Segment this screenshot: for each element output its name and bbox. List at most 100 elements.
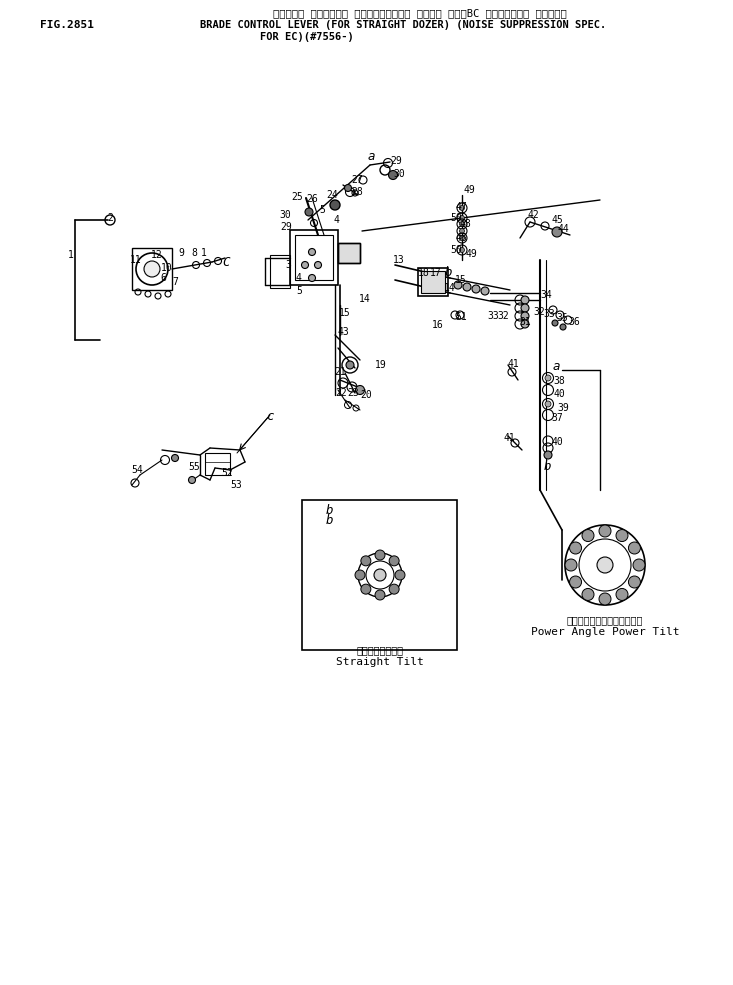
Text: 24: 24 [326, 190, 338, 200]
Bar [418, 268, 448, 296]
Text: パワーアングルパワーチルト: パワーアングルパワーチルト [567, 615, 643, 625]
Circle shape [628, 576, 641, 588]
Text: 50: 50 [450, 213, 462, 223]
Text: ブレード・ コントロール レバー（ストレート ドーザー 用）（BC のティングオン ショップ）: ブレード・ コントロール レバー（ストレート ドーザー 用）（BC のティングオ… [273, 8, 567, 18]
Text: 7: 7 [172, 277, 178, 287]
Text: 30: 30 [393, 169, 405, 179]
Text: 33: 33 [543, 309, 555, 319]
Text: 42: 42 [527, 210, 539, 220]
Circle shape [301, 261, 309, 269]
Circle shape [599, 593, 611, 605]
Bar [338, 243, 360, 263]
Text: 31: 31 [519, 317, 531, 327]
Text: 38: 38 [553, 376, 564, 386]
Text: 5: 5 [319, 205, 325, 215]
Text: 29: 29 [390, 156, 402, 166]
Circle shape [582, 530, 594, 542]
Circle shape [545, 375, 551, 381]
Circle shape [460, 206, 465, 211]
Text: 44: 44 [558, 224, 570, 234]
Circle shape [570, 542, 581, 554]
Circle shape [389, 556, 399, 565]
Text: 53: 53 [230, 480, 242, 490]
Text: Straight Tilt: Straight Tilt [336, 657, 424, 667]
Text: 12: 12 [151, 250, 163, 260]
Text: 19: 19 [375, 360, 387, 370]
Circle shape [309, 275, 315, 282]
Text: 40: 40 [554, 389, 566, 399]
Circle shape [374, 569, 386, 581]
Text: 46: 46 [455, 233, 467, 243]
Text: 34: 34 [540, 290, 552, 300]
Circle shape [521, 304, 529, 312]
Circle shape [582, 588, 594, 601]
Text: 41: 41 [508, 359, 520, 369]
Text: 15: 15 [339, 308, 351, 318]
Text: 49: 49 [466, 249, 478, 259]
Circle shape [552, 320, 558, 326]
Circle shape [545, 401, 551, 407]
Text: 54: 54 [131, 465, 143, 475]
Circle shape [356, 385, 364, 395]
Text: b: b [326, 503, 334, 516]
Text: 36: 36 [568, 317, 580, 327]
Circle shape [463, 283, 471, 291]
Circle shape [361, 584, 371, 594]
Circle shape [460, 235, 465, 240]
Text: 16: 16 [432, 320, 443, 330]
Text: 29: 29 [280, 222, 292, 232]
Text: 39: 39 [557, 403, 569, 413]
Text: 49: 49 [464, 185, 476, 195]
Circle shape [375, 590, 385, 600]
Circle shape [616, 588, 628, 601]
Text: 9: 9 [178, 248, 184, 258]
Bar [295, 235, 333, 280]
Circle shape [188, 477, 196, 484]
Text: 4: 4 [296, 273, 302, 283]
Circle shape [330, 200, 340, 210]
Text: 4: 4 [333, 215, 339, 225]
Bar [421, 271, 445, 293]
Text: 8: 8 [191, 248, 197, 258]
Circle shape [454, 281, 462, 289]
Bar [338, 243, 360, 263]
Text: 43: 43 [338, 327, 350, 337]
Text: 18: 18 [418, 268, 430, 278]
Text: 6: 6 [160, 273, 166, 283]
Circle shape [616, 530, 628, 542]
Circle shape [552, 227, 562, 237]
Circle shape [305, 208, 313, 216]
Text: 50: 50 [450, 245, 462, 255]
Text: 41: 41 [504, 433, 516, 443]
Circle shape [309, 248, 315, 255]
Text: FIG.2851: FIG.2851 [40, 20, 94, 30]
Text: c: c [266, 411, 273, 424]
Text: 13: 13 [393, 255, 405, 265]
Text: 40: 40 [551, 437, 563, 447]
Circle shape [355, 570, 365, 580]
Text: 15: 15 [455, 275, 467, 285]
Text: 32: 32 [497, 311, 509, 321]
Circle shape [388, 170, 397, 179]
Text: C: C [222, 256, 229, 270]
Text: Power Angle Power Tilt: Power Angle Power Tilt [531, 627, 679, 637]
Text: b: b [544, 461, 551, 474]
Circle shape [560, 324, 566, 330]
Text: 27: 27 [351, 175, 363, 185]
Circle shape [460, 229, 465, 233]
Text: ストレートチルト: ストレートチルト [356, 645, 403, 655]
Text: a: a [368, 151, 375, 164]
Circle shape [521, 296, 529, 304]
Text: b: b [326, 513, 334, 527]
Text: 23: 23 [347, 388, 358, 398]
Circle shape [314, 261, 322, 269]
Text: 30: 30 [279, 210, 291, 220]
Circle shape [345, 184, 352, 191]
Text: 33: 33 [487, 311, 498, 321]
Bar [270, 255, 290, 288]
Circle shape [521, 320, 529, 328]
Text: 14: 14 [444, 283, 456, 293]
Circle shape [346, 361, 354, 369]
Text: 1: 1 [68, 250, 74, 260]
Circle shape [565, 559, 577, 571]
